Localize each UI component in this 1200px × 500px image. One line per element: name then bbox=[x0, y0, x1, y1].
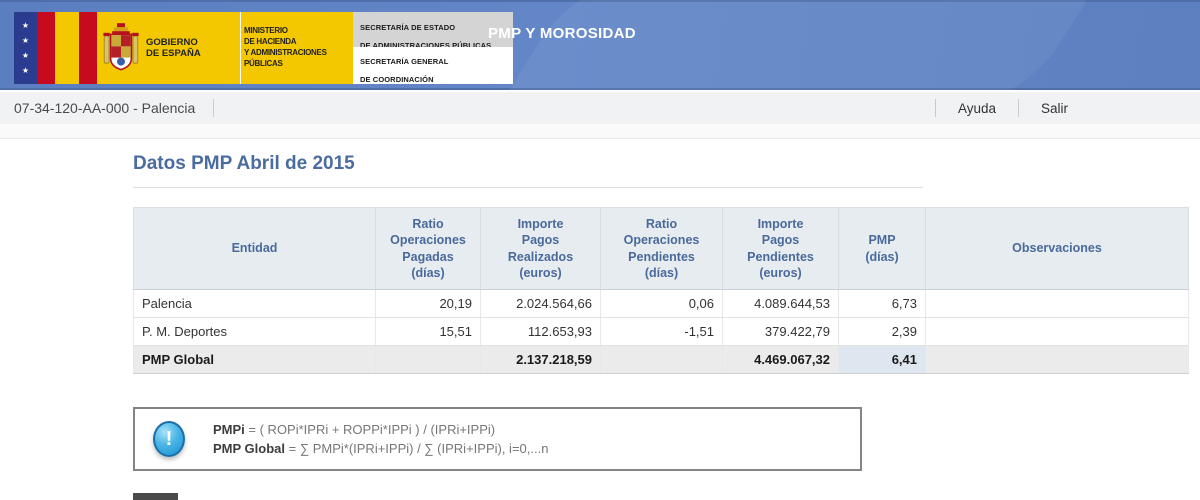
salir-link[interactable]: Salir bbox=[1040, 100, 1068, 116]
ministerio-label: MINISTERIO DE HACIENDA Y ADMINISTRACIONE… bbox=[244, 26, 327, 68]
spain-flag-yellow-stripe bbox=[55, 12, 79, 84]
cell-pmp: 6,73 bbox=[838, 289, 926, 318]
formula-pmpi-label: PMPi bbox=[213, 422, 245, 437]
formula-pmp-global-label: PMP Global bbox=[213, 441, 285, 456]
spain-coat-of-arms-icon bbox=[103, 23, 139, 71]
cell-importe-pendientes: 4.469.067,32 bbox=[722, 345, 839, 374]
cell-ratio-pagadas bbox=[375, 345, 481, 374]
cell-importe-realizados: 2.024.564,66 bbox=[480, 289, 601, 318]
star-icon: ★ bbox=[21, 20, 30, 30]
cell-importe-pendientes: 379.422,79 bbox=[722, 317, 839, 346]
col-header-ratio-pagadas: Ratio Operaciones Pagadas (días) bbox=[375, 207, 481, 290]
col-header-pmp: PMP (días) bbox=[838, 207, 926, 290]
clipped-element bbox=[133, 493, 178, 500]
gobierno-espana-logo: ★ ★ ★ ★ bbox=[14, 12, 513, 102]
secretaria-estado-box: SECRETARÍA DE ESTADO DE ADMINISTRACIONES… bbox=[353, 12, 513, 50]
col-header-importe-pendientes: Importe Pagos Pendientes (euros) bbox=[722, 207, 839, 290]
gobierno-area: GOBIERNO DE ESPAÑA bbox=[97, 12, 240, 84]
col-header-observaciones: Observaciones bbox=[925, 207, 1189, 290]
cell-observaciones bbox=[925, 345, 1189, 374]
col-header-entidad: Entidad bbox=[133, 207, 376, 290]
cell-entidad: Palencia bbox=[133, 289, 376, 318]
formula-line-1: PMPi = ( ROPi*IPRi + ROPPi*IPPi ) / (IPR… bbox=[213, 420, 548, 439]
col-header-importe-realizados: Importe Pagos Realizados (euros) bbox=[480, 207, 601, 290]
secretarias-column: SECRETARÍA DE ESTADO DE ADMINISTRACIONES… bbox=[353, 12, 513, 102]
ayuda-link[interactable]: Ayuda bbox=[957, 100, 996, 116]
pmp-data-table: Entidad Ratio Operaciones Pagadas (días)… bbox=[133, 207, 1189, 374]
star-icon: ★ bbox=[21, 65, 30, 75]
table-header-row: Entidad Ratio Operaciones Pagadas (días)… bbox=[133, 207, 1189, 290]
cell-importe-pendientes: 4.089.644,53 bbox=[722, 289, 839, 318]
formula-pmpi-expression: = ( ROPi*IPRi + ROPPi*IPPi ) / (IPRi+IPP… bbox=[244, 422, 496, 437]
link-separator bbox=[934, 99, 936, 117]
utility-links: Ayuda Salir bbox=[934, 92, 1200, 124]
cell-pmp-global-value: 6,41 bbox=[838, 345, 926, 374]
secretaria-general-box: SECRETARÍA GENERAL DE COORDINACIÓN AUTON… bbox=[353, 47, 513, 102]
sub-header-strip bbox=[0, 124, 1200, 139]
formula-line-2: PMP Global = ∑ PMPi*(IPRi+IPPi) / ∑ (IPR… bbox=[213, 439, 548, 458]
table-row: P. M. Deportes 15,51 112.653,93 -1,51 37… bbox=[133, 317, 1189, 346]
star-icon: ★ bbox=[21, 35, 30, 45]
header-band: ★ ★ ★ ★ bbox=[0, 0, 1200, 140]
app-title: PMP Y MOROSIDAD bbox=[488, 25, 636, 42]
cell-importe-realizados: 2.137.218,59 bbox=[480, 345, 601, 374]
secretaria-estado-label: SECRETARÍA DE ESTADO DE ADMINISTRACIONES… bbox=[360, 23, 492, 50]
cell-pmp: 2,39 bbox=[838, 317, 926, 346]
info-icon: ! bbox=[153, 421, 185, 457]
cell-entidad: P. M. Deportes bbox=[133, 317, 376, 346]
ministerio-area: MINISTERIO DE HACIENDA Y ADMINISTRACIONE… bbox=[241, 12, 353, 84]
link-separator bbox=[1017, 99, 1019, 117]
eu-stars-strip: ★ ★ ★ ★ bbox=[14, 12, 37, 84]
table-row-pmp-global: PMP Global 2.137.218,59 4.469.067,32 6,4… bbox=[133, 345, 1189, 374]
breadcrumb-separator bbox=[213, 99, 215, 117]
breadcrumb-bar: 07-34-120-AA-000 - Palencia Ayuda Salir bbox=[0, 92, 1200, 124]
breadcrumb: 07-34-120-AA-000 - Palencia bbox=[14, 100, 196, 116]
spain-flag-red-stripe bbox=[37, 12, 55, 84]
formula-pmp-global-expression: = ∑ PMPi*(IPRi+IPPi) / ∑ (IPRi+IPPi), i=… bbox=[285, 441, 549, 456]
cell-ratio-pendientes bbox=[600, 345, 723, 374]
title-underline bbox=[133, 187, 923, 188]
cell-ratio-pendientes: -1,51 bbox=[600, 317, 723, 346]
star-icon: ★ bbox=[21, 50, 30, 60]
gobierno-label: GOBIERNO DE ESPAÑA bbox=[146, 36, 201, 59]
col-header-ratio-pendientes: Ratio Operaciones Pendientes (días) bbox=[600, 207, 723, 290]
page-title: Datos PMP Abril de 2015 bbox=[133, 153, 355, 174]
cell-ratio-pagadas: 15,51 bbox=[375, 317, 481, 346]
formula-text: PMPi = ( ROPi*IPRi + ROPPi*IPPi ) / (IPR… bbox=[213, 420, 548, 458]
cell-ratio-pendientes: 0,06 bbox=[600, 289, 723, 318]
table-row: Palencia 20,19 2.024.564,66 0,06 4.089.6… bbox=[133, 289, 1189, 318]
cell-entidad: PMP Global bbox=[133, 345, 376, 374]
logo-divider bbox=[240, 12, 241, 84]
spain-flag-red-stripe bbox=[79, 12, 97, 84]
cell-observaciones bbox=[925, 317, 1189, 346]
cell-ratio-pagadas: 20,19 bbox=[375, 289, 481, 318]
formula-info-box: ! PMPi = ( ROPi*IPRi + ROPPi*IPPi ) / (I… bbox=[133, 407, 862, 471]
cell-importe-realizados: 112.653,93 bbox=[480, 317, 601, 346]
cell-observaciones bbox=[925, 289, 1189, 318]
